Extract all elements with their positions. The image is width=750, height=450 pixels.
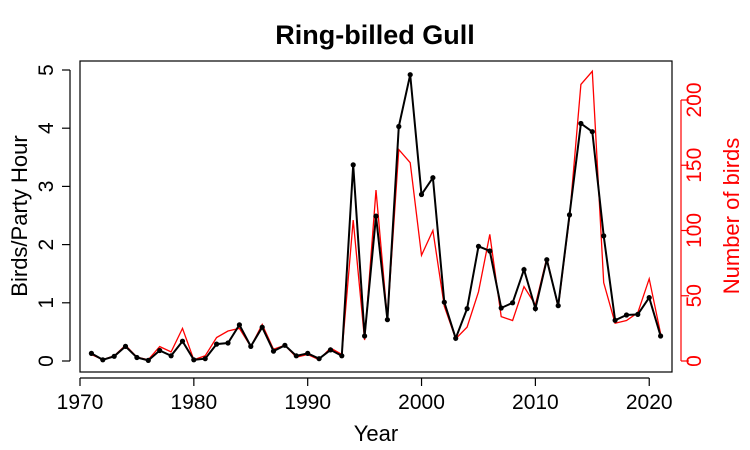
data-point bbox=[316, 356, 322, 362]
y-right-tick-label: 50 bbox=[683, 284, 706, 307]
data-point bbox=[521, 267, 527, 273]
y-axis-right-label: Number of birds bbox=[719, 138, 744, 295]
x-tick-label: 1980 bbox=[170, 391, 217, 414]
data-point bbox=[327, 347, 334, 353]
y-right-tick-label: 100 bbox=[683, 213, 706, 248]
data-point bbox=[88, 350, 94, 356]
data-point bbox=[555, 303, 561, 309]
y-axis-right: 0 50 100 150 200 bbox=[680, 82, 706, 367]
data-point bbox=[407, 72, 413, 78]
data-point bbox=[248, 343, 254, 349]
x-axis-label: Year bbox=[354, 421, 398, 446]
data-point bbox=[589, 129, 595, 135]
data-point bbox=[566, 212, 573, 218]
data-point bbox=[100, 357, 106, 363]
data-point bbox=[191, 357, 197, 363]
data-point bbox=[646, 295, 652, 301]
data-point bbox=[111, 353, 117, 359]
x-tick-label: 1970 bbox=[57, 391, 104, 414]
y-right-tick-label: 150 bbox=[683, 148, 706, 183]
data-point bbox=[236, 322, 242, 328]
data-point bbox=[498, 305, 504, 311]
data-point bbox=[214, 341, 220, 347]
y-left-tick-label: 2 bbox=[35, 239, 58, 251]
x-tick-label: 2000 bbox=[398, 391, 445, 414]
data-point bbox=[635, 311, 641, 317]
data-point bbox=[202, 356, 208, 362]
data-point bbox=[282, 342, 288, 348]
data-point bbox=[623, 312, 630, 318]
y-axis-left-label: Birds/Party Hour bbox=[7, 135, 32, 296]
data-point bbox=[350, 162, 356, 168]
y-axis-left: 0 1 2 3 4 5 bbox=[35, 64, 71, 367]
y-right-tick-label: 0 bbox=[683, 355, 706, 367]
data-point bbox=[259, 324, 265, 330]
data-point bbox=[441, 299, 447, 305]
x-tick-label: 2010 bbox=[512, 391, 559, 414]
data-point bbox=[487, 248, 493, 254]
y-left-tick-label: 4 bbox=[35, 122, 58, 134]
y-right-tick-label: 200 bbox=[683, 82, 706, 117]
series-layer bbox=[88, 69, 664, 363]
y-left-tick-label: 0 bbox=[35, 355, 58, 367]
data-point bbox=[339, 353, 345, 359]
data-point bbox=[453, 335, 459, 341]
data-point bbox=[225, 340, 231, 346]
data-point bbox=[122, 343, 129, 349]
data-point bbox=[305, 350, 311, 356]
data-point bbox=[532, 306, 539, 312]
data-point bbox=[270, 348, 277, 354]
data-point bbox=[430, 175, 436, 181]
plot-frame bbox=[79, 60, 673, 373]
data-point bbox=[362, 333, 368, 339]
data-point bbox=[658, 333, 664, 339]
data-point bbox=[475, 243, 482, 249]
y-left-tick-label: 3 bbox=[35, 181, 58, 193]
data-point bbox=[396, 123, 402, 130]
y-left-tick-label: 1 bbox=[35, 297, 58, 309]
chart-title: Ring-billed Gull bbox=[275, 20, 474, 50]
data-point bbox=[293, 353, 299, 359]
data-point bbox=[612, 317, 618, 323]
x-tick-label: 1990 bbox=[284, 391, 331, 414]
data-point bbox=[384, 317, 390, 323]
data-point bbox=[168, 353, 174, 359]
y-left-tick-label: 5 bbox=[35, 64, 58, 76]
data-point bbox=[544, 257, 550, 263]
data-point bbox=[179, 338, 186, 344]
x-tick-label: 2020 bbox=[626, 391, 673, 414]
data-point bbox=[464, 306, 470, 312]
data-point bbox=[601, 233, 607, 239]
data-point bbox=[578, 120, 584, 127]
data-point bbox=[418, 191, 425, 198]
x-axis: 1970 1980 1990 2000 2010 2020 bbox=[57, 377, 673, 414]
data-point bbox=[145, 357, 151, 363]
data-point bbox=[157, 347, 163, 354]
data-point bbox=[373, 213, 379, 219]
data-point bbox=[509, 300, 516, 306]
data-point bbox=[134, 354, 140, 361]
